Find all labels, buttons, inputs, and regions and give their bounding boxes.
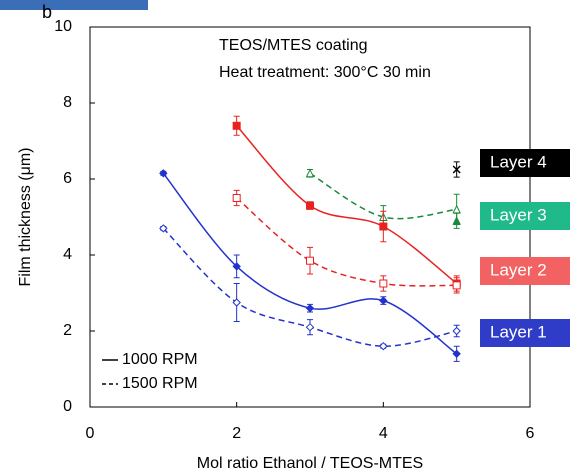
marker bbox=[159, 224, 168, 233]
y-tick-label: 6 bbox=[63, 170, 72, 187]
marker bbox=[379, 296, 388, 305]
marker bbox=[452, 349, 461, 359]
y-tick-label: 4 bbox=[63, 246, 72, 263]
marker bbox=[305, 168, 315, 178]
x-tick-label: 0 bbox=[86, 425, 95, 442]
marker bbox=[232, 194, 241, 202]
marker bbox=[452, 326, 461, 336]
y-axis-label: Film thickness (μm) bbox=[17, 148, 34, 287]
legend-label: Layer 1 bbox=[490, 322, 547, 341]
marker bbox=[379, 341, 388, 351]
legend-label: Layer 2 bbox=[490, 260, 547, 279]
marker bbox=[379, 279, 388, 288]
marker bbox=[232, 298, 241, 307]
x-tick-label: 6 bbox=[526, 425, 535, 442]
marker bbox=[232, 121, 241, 130]
y-tick-label: 8 bbox=[63, 94, 72, 111]
annotation: Heat treatment: 300°C 30 min bbox=[219, 64, 431, 81]
marker bbox=[379, 222, 388, 231]
legend-box bbox=[480, 257, 570, 285]
marker bbox=[306, 256, 314, 265]
plot-frame bbox=[89, 26, 531, 408]
series-line bbox=[236, 125, 458, 285]
legend-label: 1500 RPM bbox=[122, 375, 198, 392]
marker bbox=[306, 201, 314, 210]
legend-label: Layer 4 bbox=[490, 152, 547, 171]
legend-label: Layer 3 bbox=[490, 205, 547, 224]
marker bbox=[159, 169, 168, 178]
y-tick-label: 10 bbox=[54, 18, 72, 35]
series-line bbox=[236, 197, 457, 287]
panel-label: b bbox=[42, 2, 52, 22]
marker bbox=[452, 204, 461, 214]
legend-box bbox=[480, 149, 570, 177]
marker bbox=[232, 262, 241, 271]
marker bbox=[305, 303, 315, 313]
marker bbox=[305, 322, 315, 332]
annotation: TEOS/MTES coating bbox=[219, 37, 368, 54]
y-tick-label: 0 bbox=[63, 398, 72, 415]
image-fragment bbox=[0, 0, 148, 10]
marker bbox=[452, 281, 461, 290]
x-tick-label: 2 bbox=[232, 425, 241, 442]
legend-box bbox=[480, 319, 570, 347]
marker bbox=[452, 165, 461, 174]
x-tick-label: 4 bbox=[379, 425, 388, 442]
legend-label: 1000 RPM bbox=[122, 351, 198, 368]
legend-box bbox=[480, 202, 570, 230]
x-axis-label: Mol ratio Ethanol / TEOS-MTES bbox=[197, 455, 423, 472]
y-tick-label: 2 bbox=[63, 322, 72, 339]
